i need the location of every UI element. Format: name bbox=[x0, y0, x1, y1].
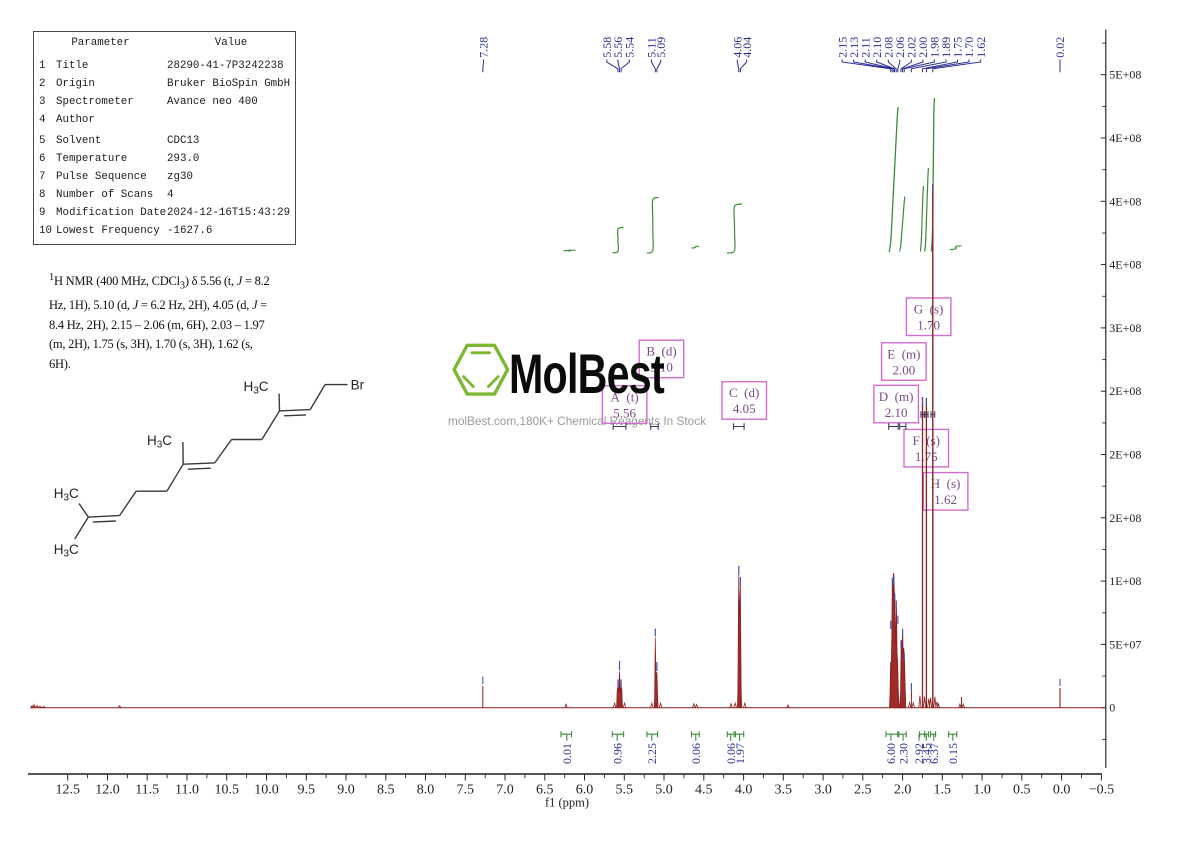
svg-text:8.0: 8.0 bbox=[417, 783, 435, 798]
svg-text:2E+08: 2E+08 bbox=[1109, 448, 1141, 462]
svg-text:0.01: 0.01 bbox=[560, 743, 574, 764]
svg-text:10.5: 10.5 bbox=[214, 783, 239, 798]
svg-text:1.62: 1.62 bbox=[974, 37, 988, 58]
svg-text:4.5: 4.5 bbox=[695, 783, 713, 798]
svg-text:5.54: 5.54 bbox=[623, 37, 637, 58]
svg-text:2.0: 2.0 bbox=[894, 783, 912, 798]
svg-text:H3C: H3C bbox=[147, 433, 172, 451]
svg-text:6.00: 6.00 bbox=[884, 743, 898, 764]
svg-text:11.5: 11.5 bbox=[135, 783, 159, 798]
svg-text:1.70: 1.70 bbox=[962, 37, 976, 58]
svg-text:2.08: 2.08 bbox=[882, 37, 896, 58]
svg-text:1.0: 1.0 bbox=[973, 783, 991, 798]
svg-text:3.5: 3.5 bbox=[775, 783, 793, 798]
svg-text:6.0: 6.0 bbox=[576, 783, 594, 798]
svg-text:−0.5: −0.5 bbox=[1089, 783, 1114, 798]
svg-text:1.75: 1.75 bbox=[951, 37, 965, 58]
svg-text:5.56: 5.56 bbox=[613, 405, 636, 420]
svg-text:9.0: 9.0 bbox=[337, 783, 355, 798]
svg-text:3E+08: 3E+08 bbox=[1109, 321, 1141, 335]
svg-text:0.96: 0.96 bbox=[610, 743, 624, 764]
svg-text:7.0: 7.0 bbox=[496, 783, 514, 798]
svg-text:4.05: 4.05 bbox=[733, 401, 756, 416]
svg-text:5E+07: 5E+07 bbox=[1109, 637, 1141, 651]
svg-text:5E+08: 5E+08 bbox=[1109, 68, 1141, 82]
svg-text:2.10: 2.10 bbox=[885, 405, 908, 420]
svg-text:4E+08: 4E+08 bbox=[1109, 258, 1141, 272]
svg-text:0.15: 0.15 bbox=[946, 743, 960, 764]
svg-text:0.06: 0.06 bbox=[689, 743, 703, 764]
svg-text:5.10: 5.10 bbox=[650, 360, 673, 375]
svg-text:5.58: 5.58 bbox=[600, 37, 614, 58]
svg-text:Br: Br bbox=[351, 378, 365, 393]
svg-text:C (d): C (d) bbox=[729, 385, 759, 400]
svg-text:5.11: 5.11 bbox=[645, 37, 659, 58]
svg-text:E (m): E (m) bbox=[887, 346, 920, 361]
svg-text:5.09: 5.09 bbox=[654, 37, 668, 58]
svg-text:9.5: 9.5 bbox=[298, 783, 316, 798]
svg-text:0.06: 0.06 bbox=[724, 743, 738, 764]
svg-text:5.5: 5.5 bbox=[616, 783, 634, 798]
svg-text:B (d): B (d) bbox=[646, 344, 676, 359]
svg-text:2.13: 2.13 bbox=[847, 37, 861, 58]
svg-text:2.06: 2.06 bbox=[893, 37, 907, 58]
svg-text:5.56: 5.56 bbox=[611, 37, 625, 58]
svg-text:4E+08: 4E+08 bbox=[1109, 194, 1141, 208]
svg-text:1.97: 1.97 bbox=[733, 743, 747, 764]
svg-text:2.10: 2.10 bbox=[870, 37, 884, 58]
svg-text:G (s): G (s) bbox=[914, 302, 944, 317]
svg-text:5.0: 5.0 bbox=[655, 783, 673, 798]
svg-text:2.02: 2.02 bbox=[905, 37, 919, 58]
svg-text:1.98: 1.98 bbox=[928, 37, 942, 58]
svg-text:2.92: 2.92 bbox=[912, 743, 926, 764]
svg-text:1E+08: 1E+08 bbox=[1109, 574, 1141, 588]
svg-text:3.0: 3.0 bbox=[814, 783, 832, 798]
svg-text:7.5: 7.5 bbox=[457, 783, 475, 798]
svg-text:12.5: 12.5 bbox=[55, 783, 80, 798]
svg-text:0.02: 0.02 bbox=[1053, 37, 1067, 58]
svg-text:10.0: 10.0 bbox=[254, 783, 279, 798]
svg-text:4.06: 4.06 bbox=[731, 37, 745, 58]
svg-text:1.5: 1.5 bbox=[934, 783, 952, 798]
svg-text:1.70: 1.70 bbox=[917, 318, 940, 333]
svg-text:2.25: 2.25 bbox=[645, 743, 659, 764]
svg-text:H (s): H (s) bbox=[931, 476, 961, 491]
svg-text:1.89: 1.89 bbox=[939, 37, 953, 58]
svg-text:2E+08: 2E+08 bbox=[1109, 511, 1141, 525]
svg-text:H3C: H3C bbox=[243, 379, 268, 397]
svg-text:2E+08: 2E+08 bbox=[1109, 384, 1141, 398]
svg-text:4.0: 4.0 bbox=[735, 783, 753, 798]
svg-text:D (m): D (m) bbox=[879, 389, 914, 404]
svg-text:2.00: 2.00 bbox=[916, 37, 930, 58]
svg-text:0: 0 bbox=[1109, 701, 1115, 715]
svg-text:2.11: 2.11 bbox=[858, 37, 872, 58]
svg-text:H3C: H3C bbox=[54, 486, 79, 504]
svg-text:4.04: 4.04 bbox=[740, 37, 754, 58]
svg-text:2.30: 2.30 bbox=[896, 743, 910, 764]
svg-text:6.37: 6.37 bbox=[927, 743, 941, 764]
svg-text:2.00: 2.00 bbox=[893, 362, 916, 377]
svg-text:12.0: 12.0 bbox=[95, 783, 120, 798]
svg-text:6.5: 6.5 bbox=[536, 783, 554, 798]
svg-text:4E+08: 4E+08 bbox=[1109, 131, 1141, 145]
svg-text:7.28: 7.28 bbox=[477, 37, 491, 58]
svg-text:2.5: 2.5 bbox=[854, 783, 872, 798]
svg-text:8.5: 8.5 bbox=[377, 783, 395, 798]
svg-text:0.5: 0.5 bbox=[1013, 783, 1031, 798]
svg-text:H3C: H3C bbox=[54, 542, 79, 560]
svg-text:2.15: 2.15 bbox=[835, 37, 849, 58]
svg-text:1.62: 1.62 bbox=[934, 492, 957, 507]
svg-text:f1 (ppm): f1 (ppm) bbox=[545, 796, 589, 810]
svg-text:3.45: 3.45 bbox=[920, 743, 934, 764]
svg-text:11.0: 11.0 bbox=[175, 783, 199, 798]
svg-text:A (t): A (t) bbox=[611, 389, 639, 404]
svg-text:0.0: 0.0 bbox=[1053, 783, 1071, 798]
